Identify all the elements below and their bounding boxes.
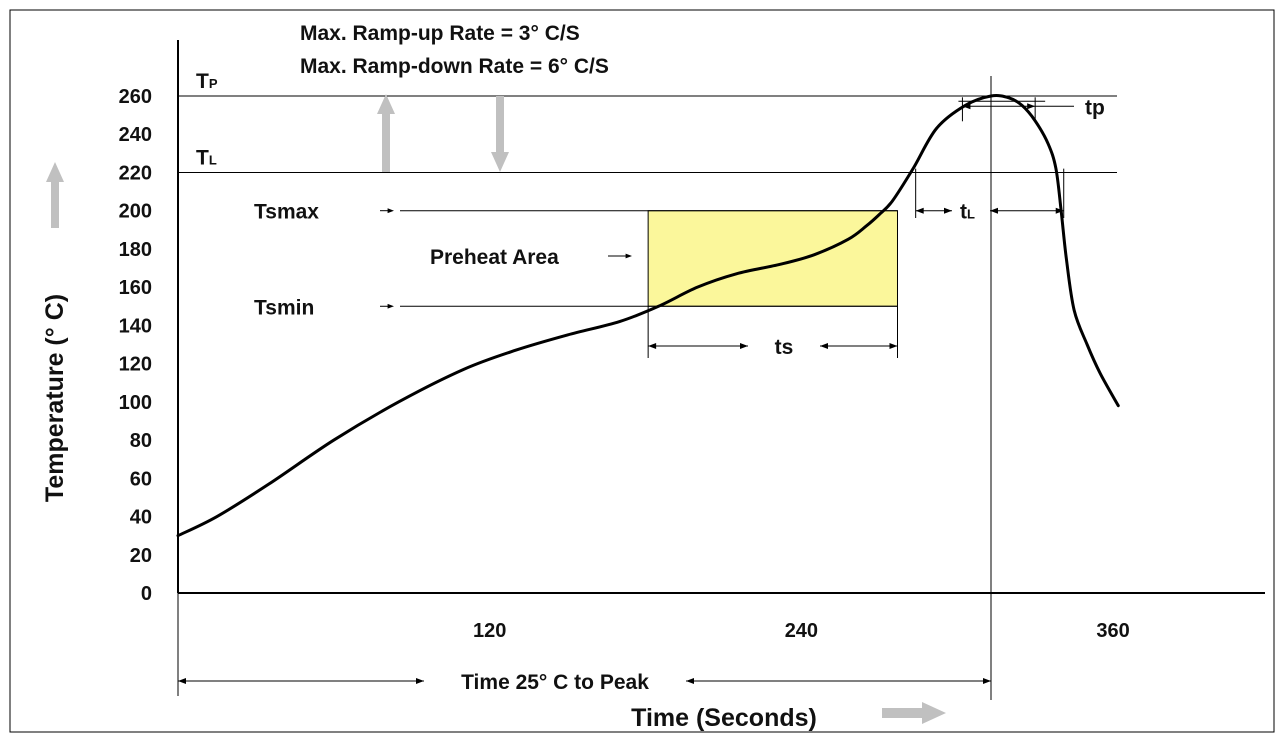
y-tick-label: 160 (119, 277, 152, 299)
tp-interval-left-arrowhead (962, 103, 971, 110)
y-tick-label: 60 (130, 468, 152, 490)
reference-label-l: TL (196, 146, 217, 169)
time-to-peak-label: Time 25° C to Peak (461, 671, 649, 694)
reference-label-p-main: T (196, 70, 209, 93)
y-tick-label: 0 (141, 583, 152, 605)
y-tick-label: 200 (119, 201, 152, 223)
tl-interval-left-right-arrowhead (944, 207, 952, 214)
ramp-rate-note: Max. Ramp-down Rate = 6° C/S (300, 55, 609, 78)
reference-label-l-main: T (196, 146, 209, 169)
ts-interval-right-left-arrowhead (820, 343, 828, 349)
tp-label: tp (1085, 96, 1105, 119)
y-tick-label: 20 (130, 545, 152, 567)
preheat-pointer-arrowhead (625, 253, 632, 259)
ramp-down-arrow (491, 96, 509, 172)
time-to-peak-right-left-arrowhead (686, 678, 694, 684)
temperature-profile-line (176, 94, 1120, 538)
tp-interval-right-arrowhead (1027, 103, 1036, 110)
tl-label-main: t (960, 201, 967, 224)
x-tick-label: 360 (1096, 620, 1129, 642)
reference-label-l-sub: L (209, 152, 217, 167)
y-tick-label: 40 (130, 507, 152, 529)
y-direction-arrow (46, 162, 64, 228)
tl-label: tL (960, 201, 975, 224)
ramp-rate-note: Max. Ramp-up Rate = 3° C/S (300, 22, 580, 45)
axis-layer: 0 20 40 60 80 100 120 140 160 180 200 220 240 260 120 2… (41, 40, 1265, 732)
time-to-peak-left-left-arrowhead (178, 678, 186, 684)
x-tick-label: 120 (473, 620, 506, 642)
tsmin-pointer-arrowhead (387, 303, 394, 309)
y-tick-label: 180 (119, 239, 152, 261)
y-tick-label: 80 (130, 430, 152, 452)
y-tick-label: 120 (119, 354, 152, 376)
reference-label-p-sub: P (209, 76, 218, 91)
y-tick-label: 240 (119, 124, 152, 146)
tl-interval-right-right-arrowhead (1055, 207, 1064, 214)
series-layer (176, 94, 1120, 538)
ts-interval-left-left-arrowhead (648, 343, 657, 349)
ts-label: ts (775, 336, 794, 359)
y-tick-label: 260 (119, 86, 152, 108)
tl-interval-right-left-arrowhead (990, 207, 998, 214)
tsmax-pointer-arrowhead (387, 208, 394, 214)
soak-zone-layer (400, 210, 898, 307)
ts-interval-right-right-arrowhead (889, 343, 898, 349)
time-to-peak-left-right-arrowhead (416, 678, 424, 684)
reference-layer (178, 95, 1117, 173)
tsmin-label: Tsmin (254, 296, 314, 319)
chart-frame (9, 9, 1275, 733)
x-direction-arrow (882, 702, 946, 724)
tl-label-sub: L (967, 207, 975, 222)
y-tick-label: 140 (119, 315, 152, 337)
reference-label-p: TP (196, 70, 218, 93)
preheat-area-label: Preheat Area (430, 246, 559, 269)
x-tick-label: 240 (785, 620, 818, 642)
ts-interval-left-right-arrowhead (740, 343, 748, 349)
y-tick-label: 220 (119, 162, 152, 184)
time-to-peak-right-right-arrowhead (983, 678, 991, 684)
y-tick-label: 100 (119, 392, 152, 414)
tsmax-label: Tsmax (254, 201, 319, 224)
ramp-up-arrow (377, 94, 395, 172)
tl-interval-left-left-arrowhead (915, 207, 924, 214)
x-axis-title: Time (Seconds) (631, 704, 817, 732)
y-axis-title: Temperature (° C) (41, 294, 69, 502)
